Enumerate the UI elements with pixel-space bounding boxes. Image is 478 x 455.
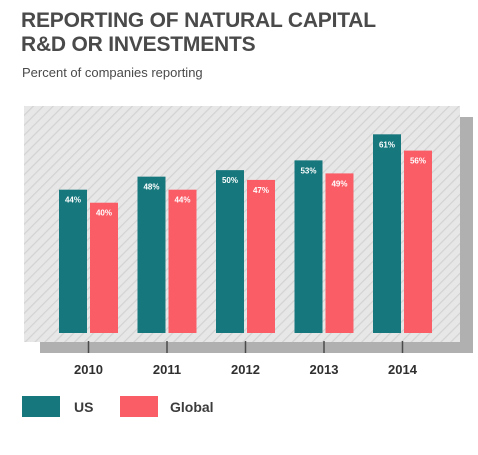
data-label-us-2014: 61% [379, 140, 395, 149]
chart-subtitle: Percent of companies reporting [22, 65, 203, 80]
data-label-us-2013: 53% [300, 166, 316, 175]
data-label-global-2013: 49% [331, 179, 347, 188]
bar-us-2014 [373, 134, 401, 333]
bar-us-2012 [216, 170, 244, 333]
x-tick-label-2011: 2011 [153, 362, 181, 377]
data-label-us-2011: 48% [143, 183, 159, 192]
bar-global-2013 [325, 173, 354, 333]
chart-title: REPORTING OF NATURAL CAPITAL R&D OR INVE… [21, 9, 376, 57]
data-label-global-2010: 40% [96, 209, 112, 218]
bar-global-2012 [247, 179, 275, 333]
bar-global-2010 [90, 202, 118, 333]
bar-us-2011 [137, 176, 166, 333]
bar-us-2010 [59, 189, 87, 333]
legend-swatch-us [22, 396, 60, 417]
data-label-us-2010: 44% [65, 196, 81, 205]
x-tick-label-2010: 2010 [74, 362, 103, 377]
bar-us-2013 [294, 160, 323, 333]
x-tick-label-2013: 2013 [310, 362, 339, 377]
data-label-us-2012: 50% [222, 176, 238, 185]
data-label-global-2012: 47% [253, 186, 269, 195]
bar-global-2014 [404, 150, 432, 333]
legend-label-us: US [74, 399, 94, 415]
plot-frame-right [460, 117, 473, 353]
x-tick-label-2014: 2014 [388, 362, 418, 377]
plot-frame-bottom [40, 341, 473, 353]
legend-label-global: Global [170, 399, 214, 415]
data-label-global-2014: 56% [410, 157, 426, 166]
chart-title-line-2: R&D OR INVESTMENTS [21, 33, 256, 56]
data-label-global-2011: 44% [174, 196, 190, 205]
x-tick-label-2012: 2012 [231, 362, 260, 377]
chart-title-line-1: REPORTING OF NATURAL CAPITAL [21, 9, 376, 32]
bar-global-2011 [168, 189, 197, 333]
legend-swatch-global [120, 396, 158, 417]
